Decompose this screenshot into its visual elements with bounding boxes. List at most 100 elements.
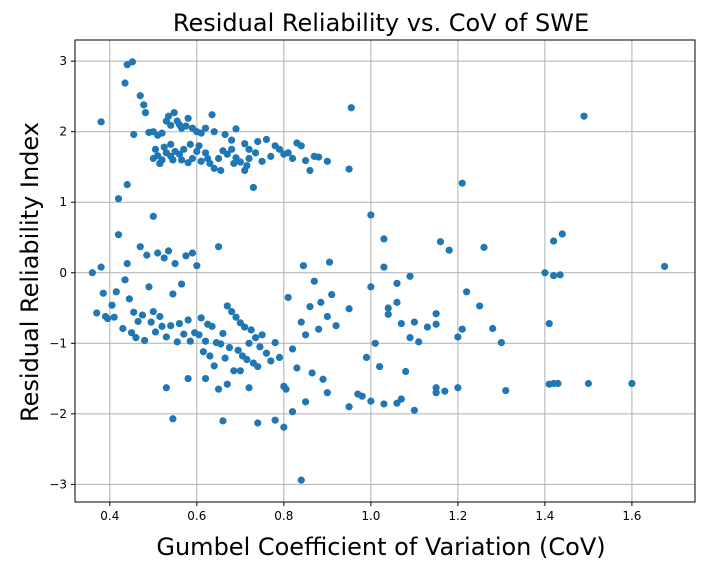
data-point [367, 211, 375, 219]
data-point [193, 262, 201, 270]
data-point [167, 322, 175, 330]
data-point [323, 157, 331, 165]
data-point [217, 340, 225, 348]
data-point [393, 279, 401, 287]
data-point [445, 246, 453, 254]
data-point [121, 79, 129, 87]
data-point [160, 254, 168, 262]
data-point [384, 304, 392, 312]
data-point [138, 311, 147, 319]
data-point [158, 129, 166, 137]
data-point [245, 145, 253, 153]
y-tick-label: 1 [59, 195, 67, 209]
data-point [154, 249, 162, 257]
data-point [406, 272, 414, 280]
data-point [160, 143, 168, 151]
data-point [458, 325, 466, 333]
data-point [206, 352, 214, 360]
data-point [245, 154, 253, 163]
data-point [123, 259, 131, 268]
data-point [315, 325, 323, 333]
data-point [301, 398, 310, 406]
data-point [186, 140, 194, 148]
data-point [308, 369, 316, 377]
data-point [628, 379, 636, 388]
data-point [156, 312, 164, 321]
data-point [345, 305, 353, 313]
data-point [317, 298, 325, 306]
data-point [282, 385, 290, 393]
x-tick-label: 1.4 [535, 509, 554, 523]
data-point [167, 121, 175, 129]
data-point [197, 314, 205, 322]
data-point [214, 154, 223, 163]
data-point [197, 129, 205, 137]
data-point [267, 152, 275, 160]
data-point [554, 379, 562, 388]
data-point [262, 349, 271, 357]
data-point [230, 159, 238, 168]
data-point [184, 374, 192, 383]
data-point [406, 334, 414, 342]
data-point [288, 345, 297, 353]
data-point [219, 417, 227, 425]
data-point [497, 338, 505, 347]
data-point [371, 339, 379, 347]
data-point [188, 154, 197, 163]
data-point [367, 397, 375, 405]
data-point [297, 476, 305, 484]
data-point [182, 252, 190, 260]
data-point [243, 161, 251, 170]
x-tick-label: 1.2 [448, 509, 467, 523]
data-point [319, 375, 327, 383]
data-point [114, 231, 123, 239]
data-point [410, 318, 418, 326]
data-point [432, 310, 440, 318]
data-point [141, 336, 149, 345]
data-point [123, 180, 131, 189]
data-point [195, 142, 203, 150]
data-point [545, 319, 553, 328]
data-point [162, 384, 170, 392]
data-point [325, 258, 334, 266]
data-points [88, 58, 669, 484]
data-point [175, 150, 184, 158]
data-point [462, 288, 471, 296]
data-point [584, 379, 593, 388]
data-point [132, 334, 140, 342]
y-axis-title: Residual Reliability Index [16, 122, 44, 422]
data-point [221, 354, 229, 362]
data-point [208, 111, 216, 119]
data-point [225, 343, 234, 352]
data-point [180, 330, 188, 338]
x-tick-label: 1.0 [361, 509, 380, 523]
data-point [177, 156, 186, 164]
data-point [164, 112, 173, 120]
data-point [156, 159, 164, 168]
data-point [143, 251, 151, 259]
data-point [93, 309, 101, 317]
data-point [284, 293, 292, 302]
data-point [275, 353, 284, 362]
chart-title: Residual Reliability vs. CoV of SWE [173, 9, 589, 37]
data-point [254, 137, 262, 146]
data-point [130, 308, 138, 316]
data-point [141, 109, 150, 117]
data-point [293, 364, 301, 372]
data-point [384, 310, 392, 318]
data-point [223, 150, 231, 158]
data-point [136, 243, 144, 251]
data-point [195, 331, 203, 339]
data-point [125, 295, 133, 303]
data-point [558, 230, 566, 238]
data-point [134, 317, 142, 326]
data-point [145, 283, 153, 291]
y-tick-label: 2 [59, 125, 67, 139]
data-point [171, 259, 179, 268]
data-point [549, 237, 558, 245]
data-point [158, 322, 166, 330]
data-point [199, 348, 207, 356]
data-point [262, 135, 271, 144]
data-point [201, 124, 210, 132]
data-point [251, 149, 260, 157]
